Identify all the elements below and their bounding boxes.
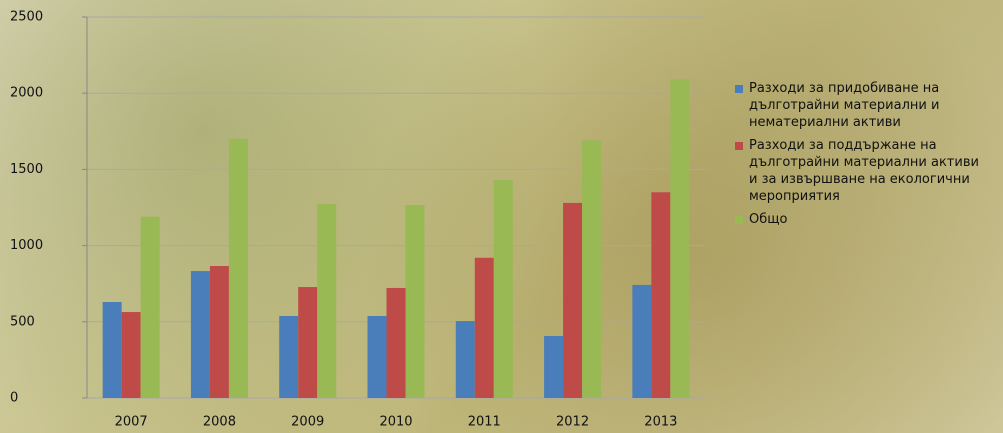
y-tick-label: 1000: [10, 238, 43, 253]
x-tick-label: 2013: [644, 415, 677, 430]
y-tick-label: 2500: [10, 10, 43, 25]
bar: [298, 287, 317, 398]
bar: [387, 288, 406, 398]
bar: [229, 139, 248, 398]
bar: [103, 302, 122, 398]
legend-label: Разходи за придобиване на дълготрайни ма…: [749, 81, 939, 130]
x-tick-label: 2010: [379, 415, 412, 430]
bar: [563, 203, 582, 398]
x-tick-label: 2011: [468, 415, 501, 430]
bar: [651, 192, 670, 398]
bar: [456, 321, 475, 398]
legend-item: Разходи за придобиване на дълготрайни ма…: [735, 80, 990, 131]
x-tick-label: 2012: [556, 415, 589, 430]
x-tick-label: 2009: [291, 415, 324, 430]
bar: [406, 205, 425, 398]
bar: [210, 266, 229, 398]
bar: [494, 180, 513, 398]
legend-swatch: [735, 216, 743, 224]
bar: [141, 217, 160, 398]
screen: 0 500 1000 1500 2000 2500 2007 2008 2009 2010 2011…: [0, 0, 1003, 433]
legend-label: Разходи за поддържане на дълготрайни мат…: [749, 138, 979, 204]
bar: [670, 79, 689, 398]
legend-item: Разходи за поддържане на дълготрайни мат…: [735, 137, 990, 205]
legend-swatch: [735, 85, 743, 93]
legend-swatch: [735, 142, 743, 150]
bar: [122, 312, 141, 398]
legend-label: Общо: [749, 212, 787, 227]
bar: [475, 258, 494, 398]
bar: [582, 140, 601, 398]
x-tick-label: 2008: [203, 415, 236, 430]
legend-item: Общо: [735, 211, 990, 228]
y-tick-label: 0: [10, 391, 18, 406]
y-tick-label: 1500: [10, 162, 43, 177]
y-tick-label: 2000: [10, 86, 43, 101]
legend: Разходи за придобиване на дълготрайни ма…: [735, 80, 990, 234]
bar: [279, 316, 298, 398]
bar: [317, 204, 336, 398]
bar: [368, 316, 387, 398]
bar: [544, 336, 563, 398]
bar: [632, 285, 651, 398]
y-tick-label: 500: [10, 314, 35, 329]
bar: [191, 271, 210, 398]
x-tick-label: 2007: [115, 415, 148, 430]
